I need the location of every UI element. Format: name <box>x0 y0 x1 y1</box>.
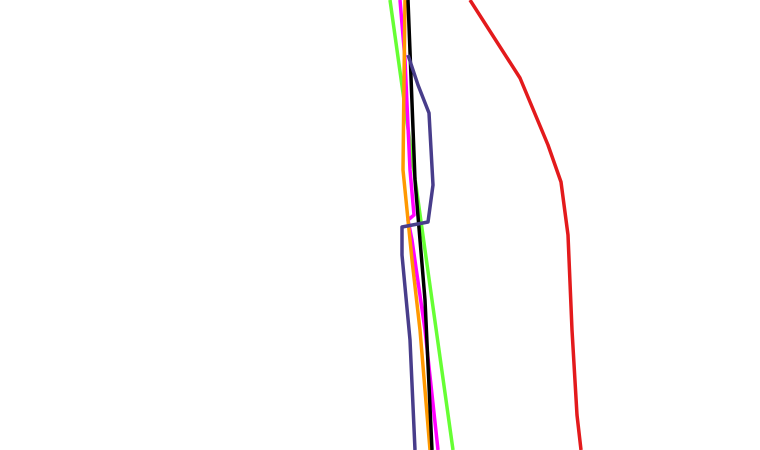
series-line <box>401 0 432 450</box>
series-line <box>406 0 434 450</box>
series-line <box>400 54 435 450</box>
series-line <box>468 0 583 450</box>
series-line <box>398 0 440 450</box>
